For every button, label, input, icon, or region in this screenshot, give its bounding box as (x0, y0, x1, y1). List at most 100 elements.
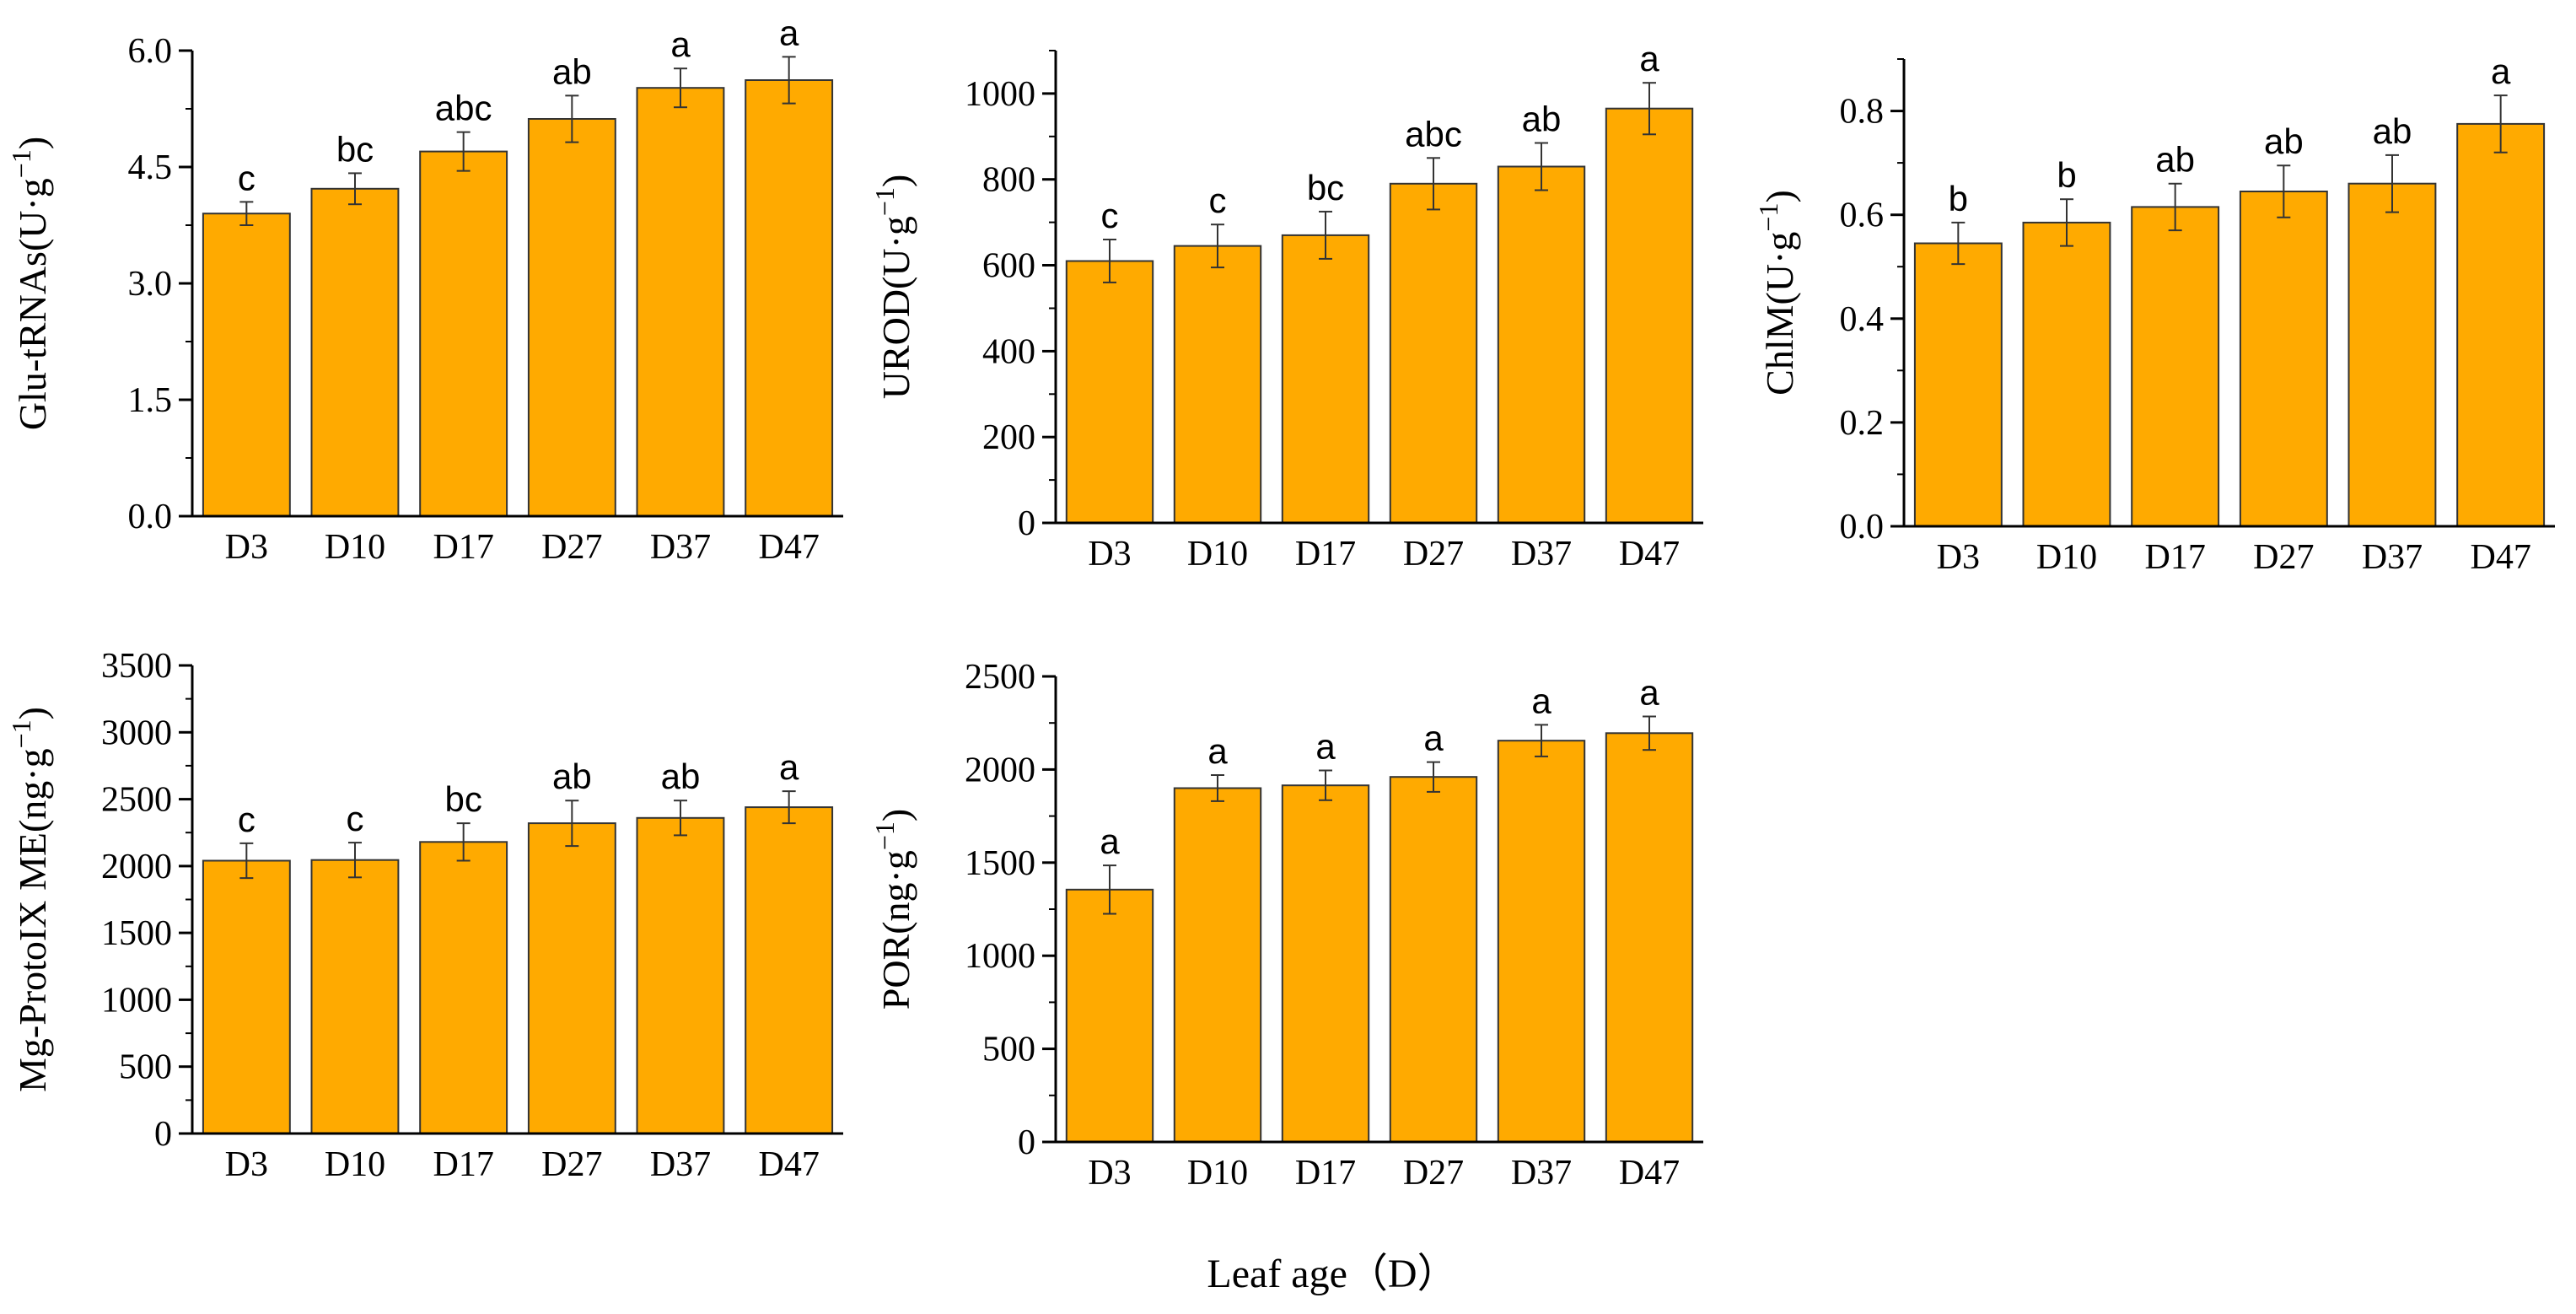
error-bar-d47 (782, 56, 796, 105)
bar-d10 (310, 187, 400, 518)
y-tick-label: 4.5 (128, 148, 173, 187)
y-tick-label: 2500 (101, 781, 172, 820)
error-bar-d27 (1427, 761, 1440, 793)
category-label: D3 (1088, 535, 1131, 574)
y-tick-label: 500 (982, 1031, 1035, 1069)
significance-label: b (2057, 155, 2076, 195)
chart-panel-1: c D3 bc D10 abc D17 ab D27 a D37 a D47 0.0 1.5 3.0 4.5 6… (6, 13, 843, 567)
bar-d10 (2022, 221, 2111, 527)
bar-d37 (636, 816, 725, 1134)
y-tick-label: 1000 (101, 981, 172, 1020)
error-bar-d27 (1427, 157, 1440, 211)
y-tick-label: 800 (982, 161, 1035, 200)
bar-d37 (1497, 165, 1586, 524)
category-label: D27 (2253, 538, 2314, 577)
error-bar-d17 (1319, 210, 1332, 260)
significance-label: ab (2264, 121, 2304, 161)
bar-d17 (419, 150, 508, 517)
significance-label: a (1100, 821, 1120, 861)
y-tick-label: 0.8 (1840, 93, 1885, 132)
y-axis-label: Mg-ProtoIX ME(ng·g−1) (6, 707, 54, 1092)
error-bar-d37 (674, 800, 687, 837)
category-label: D17 (433, 1145, 493, 1184)
y-tick-label: 500 (119, 1048, 172, 1087)
bar-d37 (636, 87, 725, 517)
significance-label: a (1639, 673, 1659, 713)
significance-label: c (238, 158, 255, 197)
category-label: D10 (325, 528, 385, 567)
error-bar-d10 (348, 172, 362, 206)
y-tick-label: 0.2 (1840, 404, 1885, 443)
x-axis-main-label: Leaf age（D） (1207, 1252, 1457, 1296)
error-bar-d37 (2385, 153, 2399, 213)
error-bar-d37 (1535, 724, 1548, 757)
y-tick-label: 3000 (101, 714, 172, 752)
significance-label: ab (1522, 100, 1562, 139)
category-label: D10 (1187, 535, 1248, 574)
error-bar-d37 (1535, 142, 1548, 191)
y-tick-label: 1.5 (128, 381, 173, 420)
error-bar-d17 (2168, 182, 2182, 232)
chart-panel-4: c D3 c D10 bc D17 ab D27 ab D37 a D47 0 500 1000 1500 20… (6, 647, 843, 1184)
category-label: D37 (650, 528, 711, 567)
error-bar-d17 (1319, 769, 1332, 801)
significance-label: abc (1405, 114, 1462, 153)
bar-d47 (2456, 122, 2546, 527)
error-bar-d47 (1643, 82, 1656, 136)
category-label: D17 (2144, 538, 2205, 577)
significance-label: a (1531, 681, 1552, 720)
significance-label: a (779, 13, 799, 52)
y-tick-label: 1000 (965, 75, 1035, 114)
error-bar-d10 (1211, 223, 1224, 269)
y-tick-label: 3.0 (128, 265, 173, 304)
bar-d3 (202, 859, 291, 1134)
error-bar-d3 (1103, 864, 1116, 915)
chart-panel-3: b D3 b D10 ab D17 ab D27 ab D37 a D47 0.0 0.2 0.4 0.6 0.… (1753, 51, 2555, 577)
category-label: D10 (325, 1145, 385, 1184)
significance-label: a (779, 747, 799, 787)
error-bar-d3 (239, 201, 254, 226)
category-label: D10 (2036, 538, 2097, 577)
significance-label: c (1209, 180, 1227, 220)
category-label: D47 (2470, 538, 2530, 577)
error-bar-d10 (1211, 774, 1224, 802)
category-label: D47 (1619, 1154, 1680, 1193)
y-axis-label: POR(ng·g−1) (869, 809, 917, 1010)
y-tick-label: 0.0 (128, 498, 173, 536)
y-tick-label: 1500 (101, 914, 172, 953)
bar-d3 (1913, 242, 2003, 527)
category-label: D3 (225, 528, 268, 567)
category-label: D10 (1187, 1154, 1248, 1193)
significance-label: bc (1307, 168, 1344, 207)
error-bar-d10 (2060, 198, 2073, 247)
bar-d3 (1065, 260, 1154, 524)
bar-d37 (1497, 740, 1586, 1143)
bar-d17 (1281, 784, 1370, 1143)
y-tick-label: 3500 (101, 647, 172, 686)
category-label: D27 (1403, 1154, 1464, 1193)
error-bar-d47 (782, 790, 796, 825)
error-bar-d10 (348, 842, 362, 879)
y-tick-label: 0 (1018, 504, 1035, 543)
bar-d17 (419, 841, 508, 1134)
bar-d10 (310, 859, 400, 1134)
significance-label: ab (661, 757, 701, 796)
y-tick-label: 6.0 (128, 32, 173, 71)
y-axis-label: UROD(U·g−1) (869, 175, 917, 400)
y-tick-label: 1000 (965, 937, 1035, 976)
category-label: D37 (1511, 535, 1572, 574)
error-bar-d17 (456, 822, 471, 862)
bar-d17 (1281, 234, 1370, 524)
category-label: D3 (1088, 1154, 1131, 1193)
significance-label: a (1639, 39, 1659, 78)
y-tick-label: 0.6 (1840, 197, 1885, 235)
error-bar-d27 (565, 800, 579, 848)
category-label: D47 (758, 528, 819, 567)
y-tick-label: 2000 (965, 751, 1035, 789)
category-label: D3 (1937, 538, 1980, 577)
y-tick-label: 200 (982, 418, 1035, 457)
significance-label: a (1207, 731, 1228, 771)
error-bar-d27 (565, 94, 579, 143)
bar-d10 (1173, 787, 1262, 1143)
significance-label: a (1315, 727, 1336, 767)
